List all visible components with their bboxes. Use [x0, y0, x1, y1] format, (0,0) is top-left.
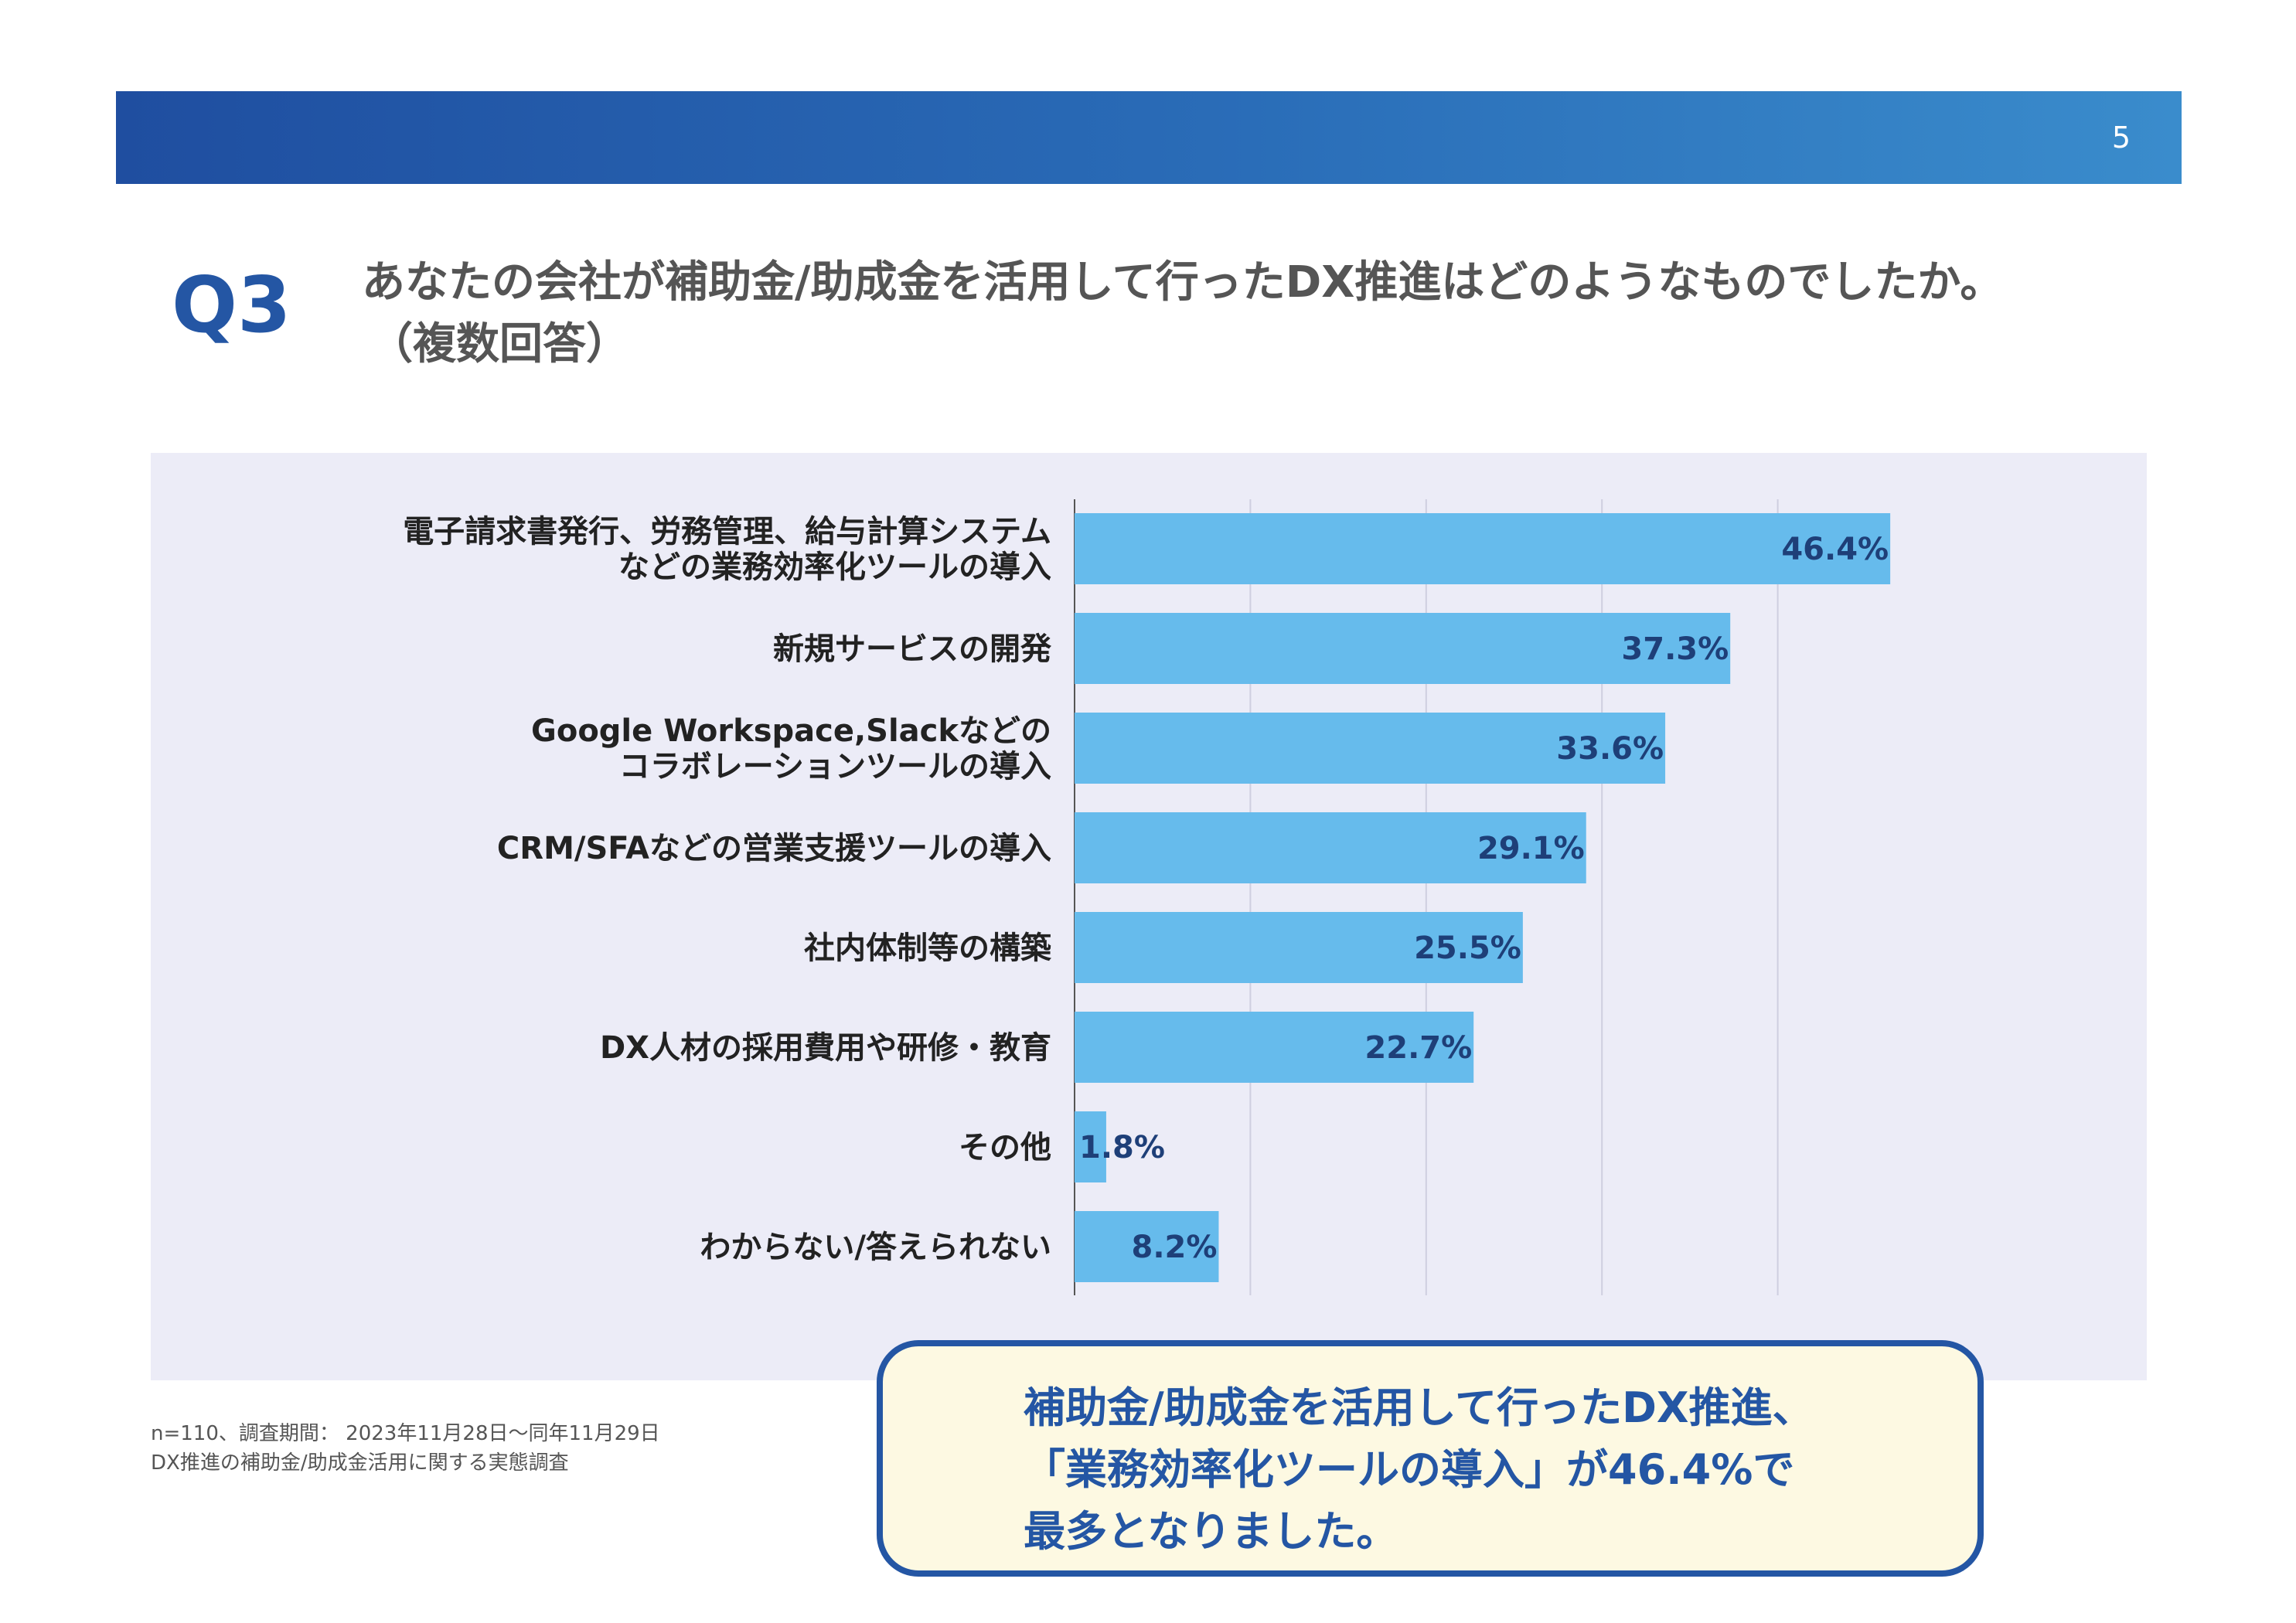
data-label: 33.6%	[1556, 731, 1664, 767]
footnote-sample-period: n=110、調査期間： 2023年11月28日〜同年11月29日	[151, 1422, 660, 1445]
bar-chart: 46.4% 電子請求書発行、労務管理、給与計算システムなどの業務効率化ツールの導入…	[403, 499, 1891, 1295]
summary-callout: 補助金/助成金を活用して行ったDX推進、 「業務効率化ツールの導入」が46.4%…	[877, 1340, 1984, 1577]
bar	[1075, 613, 1731, 684]
bar	[1075, 513, 1891, 584]
bar	[1075, 812, 1586, 883]
data-label: 22.7%	[1364, 1030, 1472, 1066]
category-label: 社内体制等の構築	[804, 931, 1052, 966]
category-label: 電子請求書発行、労務管理、給与計算システム	[403, 514, 1051, 550]
data-label: 8.2%	[1132, 1230, 1218, 1265]
category-label: CRM/SFAなどの営業支援ツールの導入	[497, 831, 1051, 866]
bar	[1075, 1012, 1474, 1083]
question-text: あなたの会社が補助金/助成金を活用して行ったDX推進はどのようなものでしたか。	[362, 257, 2004, 308]
bar	[1075, 713, 1666, 784]
footnote: n=110、調査期間： 2023年11月28日〜同年11月29日 DX推進の補助…	[151, 1419, 660, 1478]
callout-line-1: 補助金/助成金を活用して行ったDX推進、	[1024, 1383, 1814, 1432]
page-number: 5	[2111, 121, 2131, 155]
callout-line-3: 最多となりました。	[1024, 1507, 1398, 1556]
bar	[1075, 1211, 1219, 1282]
callout-text: 補助金/助成金を活用して行ったDX推進、 「業務効率化ツールの導入」が46.4%…	[1024, 1377, 1814, 1563]
category-label: などの業務効率化ツールの導入	[618, 550, 1051, 585]
category-label: DX人材の採用費用や研修・教育	[600, 1030, 1051, 1066]
data-label: 29.1%	[1477, 831, 1585, 866]
data-label: 25.5%	[1414, 931, 1521, 966]
chart-panel: 46.4% 電子請求書発行、労務管理、給与計算システム などの業務効率化ツールの導入…	[151, 453, 2147, 1380]
bar	[1075, 1111, 1106, 1182]
category-label: Google Workspace,Slackなどの	[531, 713, 1051, 749]
data-label: 37.3%	[1621, 631, 1729, 667]
category-label: わからない/答えられない	[700, 1230, 1051, 1265]
callout-line-2: 「業務効率化ツールの導入」が46.4%で	[1024, 1445, 1795, 1494]
footnote-survey-name: DX推進の補助金/助成金活用に関する実態調査	[151, 1451, 569, 1475]
question-subtext: （複数回答）	[370, 319, 629, 369]
question-text-block: あなたの会社が補助金/助成金を活用して行ったDX推進はどのようなものでしたか。 …	[362, 252, 2140, 376]
category-label: コラボレーションツールの導入	[619, 749, 1051, 784]
data-label: 1.8%	[1079, 1130, 1165, 1165]
category-label: 新規サービスの開発	[773, 631, 1052, 667]
bar	[1075, 912, 1523, 983]
data-label: 46.4%	[1781, 532, 1889, 567]
question-number: Q3	[172, 260, 291, 350]
header-band: 5	[116, 91, 2182, 184]
category-label: その他	[959, 1130, 1051, 1165]
